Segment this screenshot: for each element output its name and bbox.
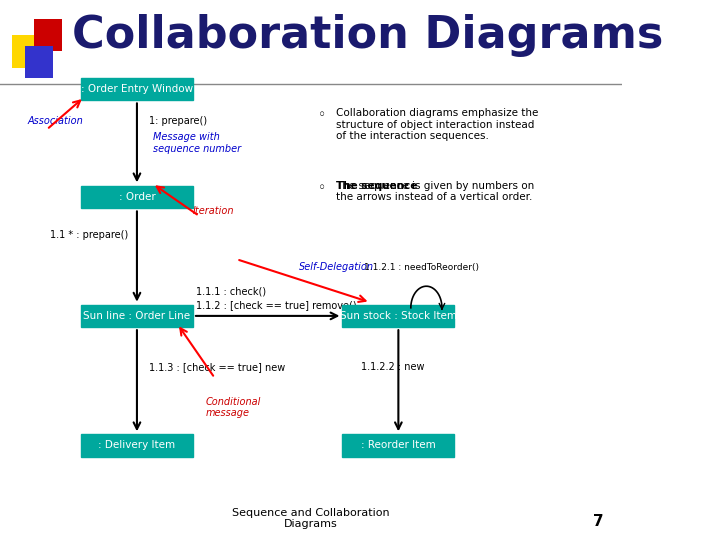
Text: The sequence: The sequence [336, 181, 418, 191]
Text: : Reorder Item: : Reorder Item [361, 441, 436, 450]
Text: 1.1.3 : [check == true] new: 1.1.3 : [check == true] new [149, 362, 286, 372]
Text: : Order Entry Window: : Order Entry Window [81, 84, 193, 94]
Text: 1.1.1 : check(): 1.1.1 : check() [196, 287, 266, 296]
Text: Self-Delegation: Self-Delegation [299, 262, 374, 272]
FancyBboxPatch shape [12, 35, 40, 68]
Text: Message with
sequence number: Message with sequence number [153, 132, 240, 154]
FancyBboxPatch shape [342, 434, 454, 457]
Text: ◦: ◦ [318, 108, 325, 122]
Text: ◦: ◦ [318, 181, 325, 195]
FancyBboxPatch shape [81, 434, 193, 457]
Text: 1.1.2 : [check == true] remove(): 1.1.2 : [check == true] remove() [196, 300, 356, 310]
Text: The sequence is given by numbers on
the arrows instead of a vertical order.: The sequence is given by numbers on the … [336, 181, 534, 202]
FancyBboxPatch shape [81, 305, 193, 327]
Text: Association: Association [28, 117, 84, 126]
Text: Iteration: Iteration [193, 206, 235, 215]
Text: 1.1.2.1 : needToReorder(): 1.1.2.1 : needToReorder() [364, 263, 479, 272]
Text: Conditional
message: Conditional message [205, 397, 261, 418]
Text: Collaboration diagrams emphasize the
structure of object interaction instead
of : Collaboration diagrams emphasize the str… [336, 108, 539, 141]
FancyBboxPatch shape [35, 19, 62, 51]
Text: Sequence and Collaboration
Diagrams: Sequence and Collaboration Diagrams [233, 508, 390, 529]
Text: 7: 7 [593, 514, 604, 529]
FancyBboxPatch shape [25, 46, 53, 78]
Text: 1: prepare(): 1: prepare() [149, 117, 207, 126]
Text: Sun line : Order Line: Sun line : Order Line [84, 311, 191, 321]
Text: : Delivery Item: : Delivery Item [99, 441, 176, 450]
FancyBboxPatch shape [81, 186, 193, 208]
Text: : Order: : Order [119, 192, 156, 202]
Text: 1.1 * : prepare(): 1.1 * : prepare() [50, 230, 128, 240]
Text: Collaboration Diagrams: Collaboration Diagrams [71, 14, 663, 57]
Text: Sun stock : Stock Item: Sun stock : Stock Item [340, 311, 457, 321]
FancyBboxPatch shape [342, 305, 454, 327]
Text: 1.1.2.2 : new: 1.1.2.2 : new [361, 362, 425, 372]
FancyBboxPatch shape [81, 78, 193, 100]
